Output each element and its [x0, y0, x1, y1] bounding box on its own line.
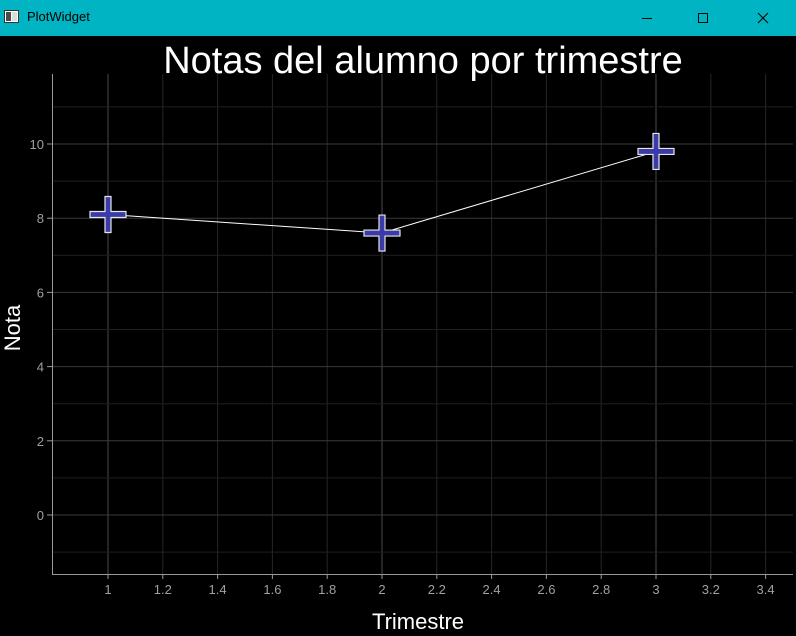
grid [52, 74, 793, 574]
markers [89, 132, 675, 252]
x-tick-label: 2.8 [592, 582, 610, 597]
x-tick-label: 2.2 [428, 582, 446, 597]
y-tick-label: 10 [30, 137, 44, 152]
cross-marker-shape [89, 195, 127, 234]
y-tick-label: 6 [37, 285, 44, 300]
x-tick-label: 2.4 [483, 582, 501, 597]
x-tick-label: 2 [378, 582, 385, 597]
y-axis-label: Nota [0, 304, 25, 351]
y-tick-label: 0 [37, 508, 44, 523]
cross-marker-shape [637, 132, 675, 171]
x-tick-label: 3.2 [702, 582, 720, 597]
close-icon [757, 12, 769, 24]
x-tick-label: 1.4 [209, 582, 227, 597]
minimize-button[interactable] [624, 0, 670, 36]
x-ticks: 1 1.2 1.4 1.6 1.8 2 2.2 2.4 2.6 2.8 3 3.2 3.4 [104, 574, 775, 597]
y-tick-label: 2 [37, 434, 44, 449]
close-button[interactable] [740, 0, 786, 36]
x-tick-label: 2.6 [537, 582, 555, 597]
cross-marker [637, 132, 675, 171]
chart-title: Notas del alumno por trimestre [163, 40, 683, 82]
y-tick-label: 8 [37, 211, 44, 226]
x-tick-label: 1 [104, 582, 111, 597]
title-bar[interactable]: PlotWidget [0, 0, 796, 36]
cross-marker [363, 214, 401, 252]
y-ticks: 0 2 4 6 8 10 [30, 137, 52, 523]
cross-marker-shape [363, 214, 401, 252]
x-axis-label: Trimestre [372, 609, 464, 634]
x-tick-label: 3 [652, 582, 659, 597]
maximize-button[interactable] [680, 0, 726, 36]
minimize-icon [642, 18, 652, 19]
maximize-icon [698, 13, 708, 23]
app-icon [4, 10, 19, 23]
y-tick-label: 4 [37, 360, 44, 375]
x-tick-label: 1.8 [318, 582, 336, 597]
x-tick-label: 1.6 [263, 582, 281, 597]
chart-svg[interactable]: 1 1.2 1.4 1.6 1.8 2 2.2 2.4 2.6 2.8 3 3.2 3.4 0 2 4 6 8 1… [0, 36, 796, 636]
window-title: PlotWidget [27, 9, 90, 24]
x-tick-label: 1.2 [154, 582, 172, 597]
cross-marker [89, 195, 127, 234]
plot-area[interactable]: 1 1.2 1.4 1.6 1.8 2 2.2 2.4 2.6 2.8 3 3.2 3.4 0 2 4 6 8 1… [0, 36, 796, 636]
axes [52, 74, 793, 575]
x-tick-label: 3.4 [757, 582, 775, 597]
